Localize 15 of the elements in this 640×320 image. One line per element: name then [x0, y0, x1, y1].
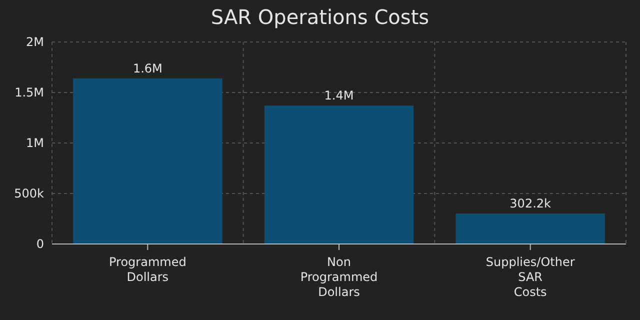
- x-tick-label: Supplies/Other SAR Costs: [486, 255, 575, 299]
- y-tick-label: 0: [36, 237, 44, 252]
- bar: [264, 106, 414, 244]
- chart-title: SAR Operations Costs: [210, 5, 430, 29]
- y-tick-label: 500k: [14, 186, 44, 201]
- data-label: 1.6M: [132, 61, 162, 76]
- bar: [456, 213, 605, 244]
- y-tick-label: 1M: [26, 136, 44, 150]
- data-label: 1.4M: [324, 88, 354, 103]
- x-tick-label: Non Programmed Dollars: [300, 255, 378, 299]
- y-tick-label: 1.5M: [14, 86, 44, 100]
- x-tick-label: Programmed Dollars: [109, 255, 186, 284]
- bar: [73, 78, 222, 244]
- data-label: 302.2k: [510, 196, 552, 210]
- y-tick-label: 2M: [26, 35, 44, 50]
